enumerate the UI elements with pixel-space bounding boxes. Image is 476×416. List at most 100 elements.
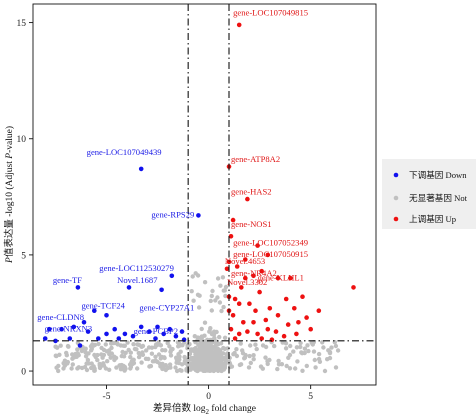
point-not-significant (263, 355, 268, 360)
gene-label: gene-CLDN8 (37, 312, 84, 322)
point-not-significant (216, 347, 221, 352)
point-not-significant (238, 341, 243, 346)
point-not-significant (294, 345, 300, 350)
point-up (241, 320, 246, 325)
point-not-significant (265, 359, 270, 364)
point-not-significant (160, 366, 165, 371)
point-not-significant (174, 355, 179, 360)
point-not-significant (147, 364, 152, 369)
point-not-significant (199, 334, 204, 339)
point-not-significant (193, 352, 198, 357)
point-not-significant (79, 365, 85, 371)
point-not-significant (131, 342, 136, 347)
point-not-significant (215, 295, 220, 300)
point-not-significant (208, 326, 213, 331)
point-not-significant (203, 366, 208, 371)
point-not-significant (189, 366, 194, 371)
point-not-significant (134, 347, 139, 352)
point-not-significant (191, 298, 196, 303)
point-not-significant (120, 366, 125, 371)
point-up (351, 285, 356, 290)
point-not-significant (168, 349, 173, 355)
point-not-significant (195, 362, 200, 367)
point-up (288, 275, 293, 281)
point-up (281, 333, 287, 339)
point-not-significant (149, 345, 155, 350)
point-not-significant (220, 275, 226, 280)
point-not-significant (109, 341, 114, 346)
point-not-significant (96, 341, 101, 347)
point-not-significant (72, 355, 77, 360)
point-not-significant (258, 364, 264, 369)
plot-frame (32, 3, 377, 386)
point-not-significant (302, 350, 307, 356)
point-not-significant (321, 345, 326, 350)
point-not-significant (196, 305, 202, 310)
point-not-significant (187, 351, 193, 357)
point-not-significant (293, 366, 298, 371)
point-not-significant (160, 348, 165, 353)
point-not-significant (248, 360, 253, 366)
point-down (159, 287, 164, 293)
point-not-significant (179, 362, 185, 367)
point-not-significant (215, 276, 221, 281)
point-not-significant (220, 361, 225, 367)
point-not-significant (246, 365, 252, 370)
point-not-significant (168, 353, 174, 358)
point-down (130, 333, 136, 339)
point-not-significant (219, 308, 224, 314)
point-not-significant (227, 355, 232, 361)
point-not-significant (143, 356, 149, 361)
point-down (42, 336, 48, 341)
point-down (169, 273, 175, 279)
point-not-significant (95, 357, 100, 363)
point-not-significant (65, 361, 70, 366)
point-not-significant (283, 341, 289, 346)
point-not-significant (247, 353, 252, 359)
point-down (167, 326, 173, 332)
point-not-significant (275, 366, 280, 372)
point-not-significant (211, 367, 216, 373)
gene-label: gene-NRXN3 (44, 324, 92, 334)
point-not-significant (137, 342, 142, 348)
point-not-significant (179, 368, 184, 373)
point-not-significant (317, 359, 323, 364)
point-up (267, 306, 273, 311)
point-not-significant (272, 343, 277, 349)
point-not-significant (144, 348, 149, 353)
point-down (179, 329, 185, 334)
point-not-significant (251, 357, 256, 362)
point-not-significant (212, 329, 217, 334)
point-up (308, 326, 314, 332)
point-not-significant (202, 320, 208, 325)
point-not-significant (58, 343, 63, 348)
point-not-significant (95, 352, 100, 358)
point-not-significant (215, 365, 221, 370)
point-up (251, 320, 256, 325)
point-not-significant (193, 356, 198, 362)
gene-label: gene-KLHL1 (258, 273, 304, 283)
point-not-significant (242, 355, 248, 360)
point-down (77, 343, 83, 348)
point-not-significant (202, 280, 208, 285)
point-not-significant (158, 356, 163, 361)
point-not-significant (195, 335, 200, 340)
point-not-significant (128, 354, 133, 360)
point-not-significant (200, 357, 206, 363)
point-not-significant (193, 346, 198, 352)
legend-box (382, 159, 476, 229)
point-down (126, 285, 132, 290)
point-down (122, 331, 128, 337)
point-up (228, 234, 234, 239)
point-up (257, 289, 262, 295)
point-down (71, 324, 77, 330)
point-not-significant (89, 346, 95, 351)
point-not-significant (185, 343, 190, 348)
point-up (265, 326, 271, 332)
point-not-significant (131, 360, 137, 366)
point-not-significant (56, 363, 61, 369)
point-not-significant (189, 357, 195, 362)
point-up (275, 313, 281, 318)
point-up (294, 331, 299, 337)
point-not-significant (140, 352, 146, 357)
